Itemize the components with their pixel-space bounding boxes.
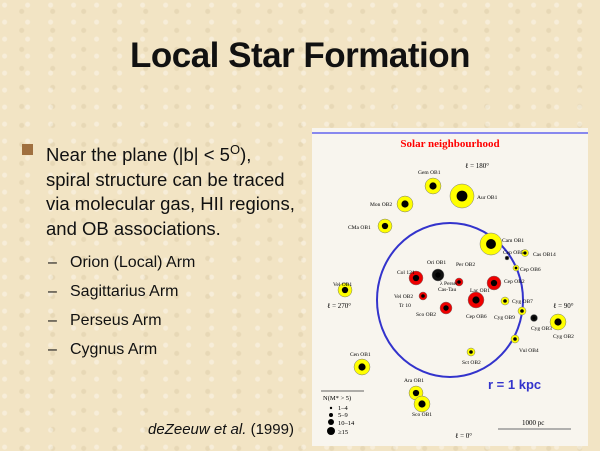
association-label: Ori OB1	[427, 260, 446, 266]
figure-title: Solar neighbourhood	[400, 138, 499, 150]
association-core	[513, 337, 517, 341]
association-label: Vul OB4	[519, 348, 539, 354]
citation: deZeeuw et al. (1999)	[148, 421, 294, 438]
association-label: Cam OB1	[502, 238, 524, 244]
legend-item: 1–4	[338, 405, 349, 412]
citation-author: deZeeuw et al.	[148, 421, 247, 438]
sub-bullet-label: Sagittarius Arm	[70, 283, 179, 300]
association-label: Cyg OB3	[531, 326, 552, 332]
association-core	[554, 318, 562, 326]
sub-bullet-label: Orion (Local) Arm	[70, 254, 196, 271]
legend-item: 5–9	[338, 412, 348, 419]
association-core	[532, 316, 536, 320]
association-core	[421, 294, 425, 298]
sub-bullet-label: Cygnus Arm	[70, 341, 158, 358]
association-label: Cep OB6	[466, 314, 487, 320]
association-label: Vel OB2	[394, 294, 413, 300]
association-label: Aur OB1	[477, 195, 498, 201]
bullet-line3: via molecular gas, HII regions,	[46, 193, 295, 215]
association-label: Cep OB6	[520, 267, 541, 273]
association-core	[490, 279, 498, 287]
citation-year: (1999)	[250, 421, 294, 438]
association-label: CMa OB1	[348, 225, 371, 231]
scale-label: 1000 pc	[522, 419, 544, 427]
legend-dot	[329, 406, 333, 410]
association-core	[523, 251, 527, 255]
association-core	[412, 389, 420, 397]
degree-sign: O	[229, 142, 241, 157]
solar-neighbourhood-figure: Solar neighbourhood Gem OB1 Aur OB1 Mon OB…	[312, 128, 588, 446]
legend-dot	[328, 419, 334, 425]
association-label: Cep OB5	[503, 250, 524, 256]
radius-circle	[376, 222, 524, 378]
bullet-line4: and OB associations.	[46, 217, 221, 239]
association-label: Tr 10	[399, 303, 411, 309]
association-label: Sco OB2	[416, 312, 436, 318]
legend-item: 10–14	[338, 420, 355, 427]
association-core	[486, 239, 496, 249]
association-label: Cyg OB7	[512, 299, 533, 305]
association-core	[503, 299, 507, 303]
bullet-line1-end: ),	[240, 144, 252, 166]
association-label: Cas-Tau	[438, 287, 456, 293]
main-bullet: Near the plane (|b| < 5O), spiral struct…	[22, 138, 312, 241]
association-core	[381, 222, 389, 230]
sub-bullet-label: Perseus Arm	[70, 312, 162, 329]
association-core	[469, 350, 473, 354]
bullet-line1: Near the plane (|b| < 5	[46, 144, 230, 166]
association-core	[358, 363, 366, 371]
legend-dot	[329, 413, 333, 417]
legend-dot	[327, 427, 335, 435]
association-label: Lac OB1	[470, 288, 490, 294]
longitude-right: ℓ = 90°	[553, 302, 574, 310]
association-core	[341, 286, 349, 294]
association-label: Gem OB1	[418, 170, 441, 176]
slide-title: Local Star Formation	[129, 36, 471, 75]
association-label: Per OB2	[456, 262, 475, 268]
association-label: Mon OB2	[370, 202, 392, 208]
longitude-bottom: ℓ = 0°	[455, 432, 472, 440]
association-label: Col 121	[397, 270, 415, 276]
association-label: Sco OB1	[412, 412, 432, 418]
sub-bullet: – Orion (Local) Arm	[48, 254, 196, 271]
association-core	[429, 182, 437, 190]
association-core	[520, 309, 524, 313]
bullet-line2: spiral structure can be traced	[46, 168, 285, 190]
association-core	[418, 400, 426, 408]
association-label: Vel OB1	[333, 282, 352, 288]
association-label: Cen OB1	[350, 352, 371, 358]
association-core	[514, 266, 518, 270]
association-label: Sct OB2	[462, 360, 481, 366]
association-label: Ara OB1	[404, 378, 424, 384]
longitude-top: ℓ = 180°	[465, 162, 489, 170]
legend-header: N(M* > 5)	[323, 395, 351, 402]
figure-svg: Solar neighbourhood Gem OB1 Aur OB1 Mon OB…	[312, 132, 588, 440]
legend-item: ≥15	[338, 429, 348, 436]
sub-bullet: – Sagittarius Arm	[48, 283, 179, 300]
radius-label: r = 1 kpc	[488, 377, 541, 392]
association-label: λ Persei	[440, 281, 458, 287]
bullet-square-icon	[22, 144, 33, 155]
association-label: Cep OB2	[504, 279, 525, 285]
association-core	[435, 272, 441, 278]
association-label: Cyg OB2	[553, 334, 574, 340]
association-core	[456, 190, 468, 202]
sub-bullet: – Cygnus Arm	[48, 341, 158, 358]
association-core	[401, 200, 409, 208]
association-core	[412, 274, 420, 282]
longitude-left: ℓ = 270°	[327, 302, 351, 310]
association-label: Cyg OB9	[494, 315, 515, 321]
association-label: Cas OB14	[533, 252, 556, 258]
association-core	[443, 305, 449, 311]
association-core	[457, 280, 461, 284]
sub-bullet: – Perseus Arm	[48, 312, 162, 329]
association-core	[472, 296, 480, 304]
association-core	[506, 257, 508, 259]
